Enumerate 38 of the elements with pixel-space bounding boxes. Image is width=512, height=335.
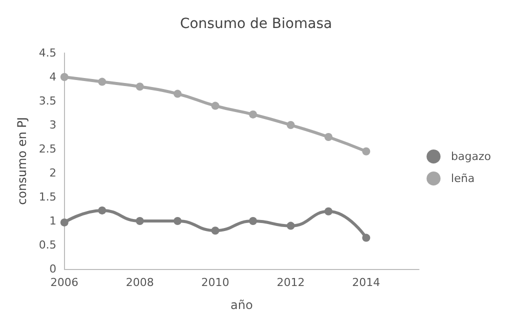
chart-title: Consumo de Biomasa xyxy=(180,16,332,32)
point xyxy=(174,217,182,225)
x-tick-label: 2014 xyxy=(352,276,380,289)
x-tick-label: 2012 xyxy=(276,276,305,289)
point xyxy=(211,226,220,235)
point xyxy=(136,217,144,225)
y-tick-label: 2.5 xyxy=(38,142,56,156)
point xyxy=(174,90,182,98)
y-tick-label: 4.5 xyxy=(38,46,56,60)
y-axis-title: consumo en PJ xyxy=(15,117,29,205)
point xyxy=(98,78,106,86)
y-tick-label: 0.5 xyxy=(38,238,56,252)
point xyxy=(249,217,258,225)
point xyxy=(211,102,220,110)
point xyxy=(249,110,258,118)
point xyxy=(324,207,332,216)
x-tick-label: 2010 xyxy=(201,276,230,289)
point xyxy=(136,82,144,91)
point xyxy=(60,73,68,81)
point xyxy=(286,121,295,129)
y-tick-label: 3.5 xyxy=(38,94,56,108)
point xyxy=(362,147,370,156)
legend-label: bagazo xyxy=(451,150,492,163)
point xyxy=(286,222,295,230)
y-tick-label: 2 xyxy=(49,166,56,180)
legend-label: leña xyxy=(451,172,475,185)
y-tick-label: 1.5 xyxy=(38,190,56,204)
point xyxy=(98,206,106,214)
x-tick-label: 2008 xyxy=(126,276,154,289)
y-tick-label: 3 xyxy=(49,118,56,132)
x-axis-title: año xyxy=(230,298,253,312)
y-tick-label: 4 xyxy=(49,70,56,84)
point xyxy=(362,234,370,242)
y-tick-label: 0 xyxy=(49,262,56,276)
y-tick-label: 1 xyxy=(49,214,56,228)
point xyxy=(324,133,332,141)
point xyxy=(60,218,68,226)
x-tick-label: 2006 xyxy=(50,276,78,289)
